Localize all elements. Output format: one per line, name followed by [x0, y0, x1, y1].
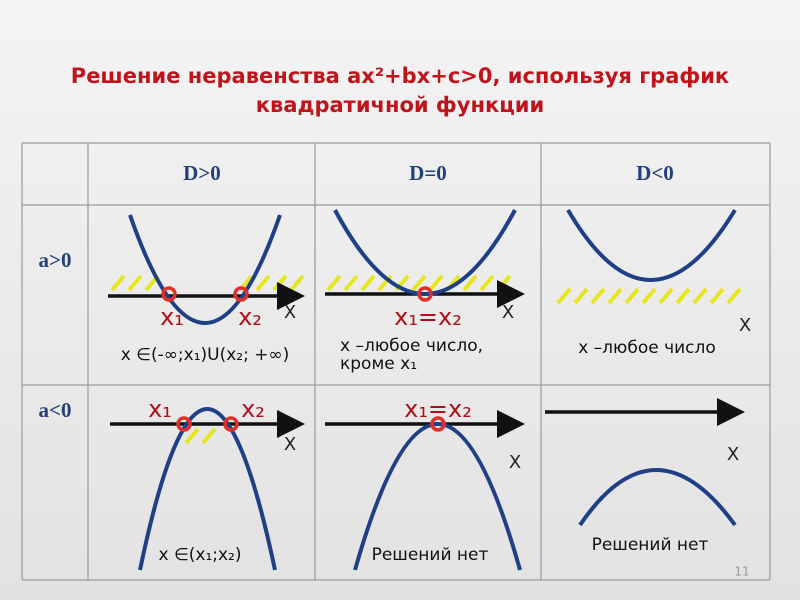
parabola [566, 208, 737, 282]
root-label: x₁ [160, 303, 184, 331]
row-header: a>0 [39, 248, 72, 272]
parabola [353, 422, 522, 571]
hatch-stroke [343, 274, 359, 292]
answer: x ∈(-∞;x₁)U(x₂; +∞) [121, 345, 290, 365]
answer: x –любое число, [340, 336, 483, 356]
hatch-stroke [184, 427, 200, 445]
answer: Решений нет [372, 545, 489, 565]
hatch-stroke [590, 287, 606, 305]
root-marker [161, 286, 177, 302]
column-header: D<0 [636, 161, 674, 185]
hatch-stroke [556, 287, 572, 305]
hatch-stroke [624, 287, 640, 305]
root-label: x₂ [238, 303, 262, 331]
hatch-stroke [479, 274, 495, 292]
title-line: Решение неравенства ax²+bx+c>0, использу… [71, 64, 729, 88]
root-label: x₁=x₂ [404, 395, 472, 423]
answer: Решений нет [592, 535, 709, 555]
root-label: x₁=x₂ [394, 303, 462, 331]
root-marker [223, 416, 239, 432]
root-marker [176, 416, 192, 432]
axis-label: X [509, 452, 521, 473]
axis-label: X [284, 434, 296, 455]
column-header: D>0 [183, 161, 221, 185]
axis-label: X [284, 302, 296, 323]
column-header: D=0 [409, 161, 447, 185]
root-marker [233, 286, 249, 302]
hatch-stroke [726, 287, 742, 305]
axis-label: X [502, 302, 514, 323]
hatch-stroke [326, 274, 342, 292]
hatch-stroke [709, 287, 725, 305]
axis-label: X [739, 315, 751, 336]
hatch-stroke [692, 287, 708, 305]
hatch-stroke [658, 287, 674, 305]
parabola [333, 209, 517, 296]
hatch-stroke [607, 287, 623, 305]
root-label: x₂ [241, 395, 265, 423]
root-label: x₁ [148, 395, 172, 423]
hatch-stroke [641, 287, 657, 305]
table-grid [21, 142, 771, 581]
hatch-stroke [110, 274, 126, 292]
answer: кроме x₁ [340, 354, 417, 374]
axis-label: X [727, 444, 739, 465]
hatch-stroke [675, 287, 691, 305]
hatch-stroke [428, 274, 444, 292]
root-marker [417, 286, 433, 302]
root-marker [430, 416, 446, 432]
parabola [578, 468, 737, 527]
parabola [128, 214, 282, 325]
hatch-stroke [573, 287, 589, 305]
parabola [138, 407, 277, 571]
title-line: квадратичной функции [256, 93, 544, 117]
hatch-stroke [255, 274, 271, 292]
hatch-stroke [127, 274, 143, 292]
row-header: a<0 [39, 398, 72, 422]
hatch-stroke [201, 427, 217, 445]
answer: x ∈(x₁;x₂) [158, 545, 241, 565]
hatch-stroke [411, 274, 427, 292]
page-number: 11 [734, 565, 749, 579]
hatch-stroke [462, 274, 478, 292]
answer: x –любое число [578, 338, 716, 358]
hatch-stroke [360, 274, 376, 292]
